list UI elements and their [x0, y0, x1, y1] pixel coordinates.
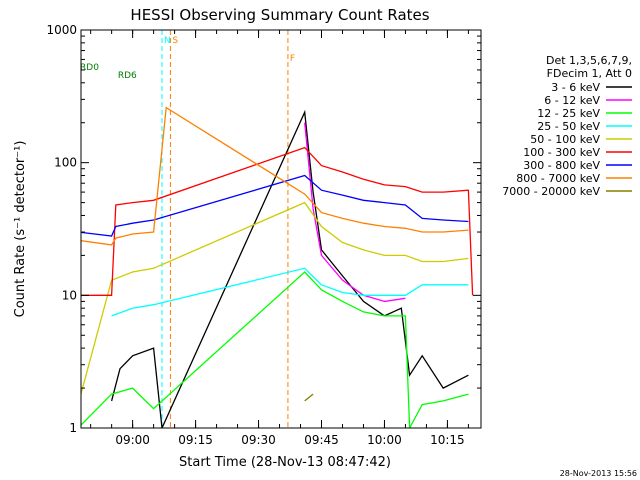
- plot-area: SN F RD0 RD6: [80, 30, 474, 428]
- series-line-1-0: [304, 122, 406, 303]
- legend-entry: 300 - 800 keV: [523, 159, 600, 172]
- flag-label-rd6: RD6: [118, 71, 137, 81]
- series-line-7-0: [81, 106, 469, 246]
- x-tick-label: 09:15: [178, 433, 213, 447]
- chart-title: HESSI Observing Summary Count Rates: [130, 6, 429, 24]
- legend-entry: 3 - 6 keV: [551, 81, 600, 94]
- y-axis: 1 10 100 1000: [46, 23, 481, 435]
- legend-entry: 800 - 7000 keV: [516, 172, 600, 185]
- series-line-5-0: [81, 146, 474, 296]
- series-line-8-0: [304, 393, 314, 402]
- legend: Det 1,3,5,6,7,9,FDecim 1, Att 03 - 6 keV…: [502, 54, 632, 198]
- flag-label-f: F: [290, 54, 295, 64]
- x-tick-label: 09:45: [304, 433, 339, 447]
- footer-date: 28-Nov-2013 15:56: [560, 469, 637, 478]
- legend-entry: 6 - 12 keV: [544, 94, 600, 107]
- y-tick-label: 1000: [46, 23, 77, 37]
- legend-header: Det 1,3,5,6,7,9,: [546, 54, 632, 67]
- series-line-2-0: [81, 271, 469, 428]
- flag-label-n: N: [164, 36, 171, 46]
- x-tick-label: 09:30: [241, 433, 276, 447]
- plot-frame: [80, 29, 482, 429]
- series-line-3-0: [111, 267, 469, 317]
- legend-header: FDecim 1, Att 0: [547, 67, 632, 80]
- x-axis: 09:00 09:15 09:30 09:45 10:00 10:15: [90, 30, 469, 447]
- series-line-4-0: [81, 201, 469, 397]
- flag-label-rd0: RD0: [80, 63, 99, 73]
- y-tick-label: 10: [62, 288, 77, 302]
- series-line-0-0: [110, 109, 469, 428]
- x-axis-label: Start Time (28-Nov-13 08:47:42): [179, 455, 391, 470]
- legend-entry: 7000 - 20000 keV: [502, 185, 600, 198]
- legend-entry: 100 - 300 keV: [523, 146, 600, 159]
- y-axis-label: Count Rate (s⁻¹ detector⁻¹): [13, 141, 28, 318]
- legend-entry: 12 - 25 keV: [537, 107, 600, 120]
- series-line-6-0: [81, 174, 469, 237]
- legend-entry: 25 - 50 keV: [537, 120, 600, 133]
- x-tick-label: 10:00: [367, 433, 402, 447]
- legend-entry: 50 - 100 keV: [530, 133, 600, 146]
- x-tick-label: 10:15: [430, 433, 465, 447]
- y-tick-label: 100: [54, 156, 77, 170]
- x-tick-label: 09:00: [115, 433, 150, 447]
- flag-label-s: S: [172, 36, 178, 46]
- y-tick-label: 1: [69, 421, 77, 435]
